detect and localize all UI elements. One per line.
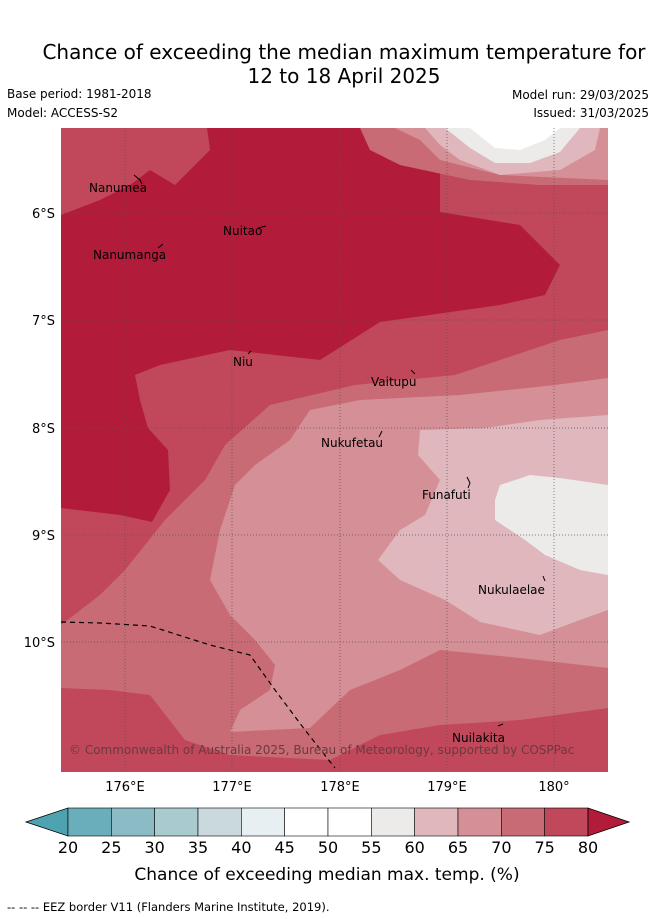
colorbar-tick-label: 80 — [578, 838, 598, 857]
base-period: Base period: 1981-2018 — [7, 87, 152, 101]
colorbar-tick-label: 75 — [534, 838, 554, 857]
island-nuilakita — [497, 723, 504, 727]
colorbar-label: Chance of exceeding median max. temp. (%… — [134, 865, 519, 885]
colorbar-segment — [501, 807, 545, 837]
lat-label: 8°S — [32, 422, 55, 437]
contour-55-60 — [378, 415, 608, 635]
place-label: Nuilakita — [452, 731, 505, 745]
place-label: Funafuti — [422, 488, 471, 502]
graticule — [61, 128, 608, 772]
place-label: Nukufetau — [321, 436, 383, 450]
issued-date: Issued: 31/03/2025 — [533, 106, 649, 120]
colorbar-extend-low — [24, 807, 69, 837]
eez-border — [60, 621, 336, 769]
colorbar — [24, 807, 631, 837]
place-label: Nanumea — [89, 181, 147, 195]
colorbar-segment — [284, 807, 329, 837]
place-label: Nanumanga — [93, 248, 166, 262]
island-niu — [247, 350, 252, 355]
model-run-date: Model run: 29/03/2025 — [511, 88, 649, 102]
colorbar-tick-label: 20 — [58, 838, 78, 857]
lat-label: 9°S — [32, 529, 55, 544]
contour-top-45-50 — [470, 128, 560, 150]
contour-75-80-top — [61, 128, 560, 522]
island-nanumanga — [157, 243, 164, 249]
place-label: Niu — [233, 355, 253, 369]
lon-label: 179°E — [427, 780, 467, 795]
lat-label: 6°S — [32, 207, 55, 222]
island-nukulaelae — [542, 575, 546, 582]
lat-label: 10°S — [24, 636, 55, 651]
colorbar-tick-label: 70 — [491, 838, 511, 857]
colorbar-segment — [241, 807, 285, 837]
map-title: Chance of exceeding the median maximum t… — [0, 40, 655, 88]
colorbar-tick-label: 55 — [361, 838, 381, 857]
island-nukufetau — [378, 430, 383, 438]
colorbar-segment — [544, 807, 589, 837]
colorbar-tick-label: 45 — [274, 838, 294, 857]
colorbar-tick-label: 50 — [318, 838, 338, 857]
model-name: Model: ACCESS-S2 — [7, 106, 119, 120]
longitude-labels: 176°E 177°E 178°E 179°E 180° — [105, 780, 569, 795]
colorbar-segment — [414, 807, 459, 837]
latitude-labels: 6°S 7°S 8°S 9°S 10°S — [24, 207, 55, 651]
lat-label: 7°S — [32, 314, 55, 329]
colorbar-tick-label: 30 — [144, 838, 164, 857]
colorbar-tick-label: 40 — [231, 838, 251, 857]
lon-label: 176°E — [105, 780, 145, 795]
probability-contours — [61, 128, 608, 772]
title-line-1: Chance of exceeding the median maximum t… — [42, 40, 646, 64]
place-label: Nukulaelae — [478, 583, 545, 597]
colorbar-tick-label: 35 — [188, 838, 208, 857]
colorbar-tick-label: 65 — [448, 838, 468, 857]
island-vaitupu — [410, 369, 416, 375]
colorbar-tick-label: 25 — [101, 838, 121, 857]
colorbar-segment — [67, 807, 112, 837]
colorbar-segment — [457, 807, 502, 837]
lon-label: 180° — [538, 780, 569, 795]
colorbar-segment — [371, 807, 415, 837]
islands — [133, 174, 546, 727]
colorbar-tick-label: 60 — [404, 838, 424, 857]
contour-50-55-east — [495, 475, 608, 575]
lon-label: 177°E — [212, 780, 252, 795]
island-funafuti — [466, 476, 471, 489]
colorbar-segment — [111, 807, 155, 837]
place-label: Nuitao — [223, 224, 262, 238]
colorbar-segment — [197, 807, 242, 837]
island-nanumea — [133, 174, 143, 185]
title-line-2: 12 to 18 April 2025 — [247, 64, 441, 88]
island-nuitao — [257, 225, 267, 229]
place-label: Vaitupu — [371, 375, 417, 389]
colorbar-tick-labels: 20 25 30 35 40 45 50 55 60 65 70 75 80 — [58, 838, 598, 857]
place-labels: Nanumea Nuitao Nanumanga Niu Vaitupu Nuk… — [89, 181, 545, 745]
colorbar-extend-high — [587, 807, 631, 837]
contour-nw-70-75 — [61, 128, 110, 212]
colorbar-segment — [327, 807, 372, 837]
colorbar-segment — [154, 807, 199, 837]
copyright-notice: © Commonwealth of Australia 2025, Bureau… — [69, 743, 574, 757]
lon-label: 178°E — [320, 780, 360, 795]
eez-legend-note: -- -- -- EEZ border V11 (Flanders Marine… — [7, 900, 330, 914]
